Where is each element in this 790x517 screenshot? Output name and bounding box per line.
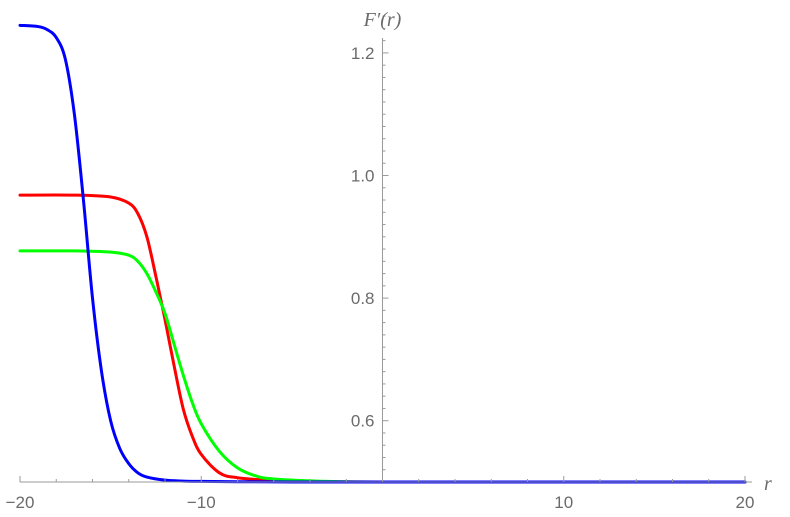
x-tick-label: −20 [6, 493, 35, 512]
y-axis-label: F′(r) [363, 9, 402, 31]
x-tick-label: 20 [736, 493, 755, 512]
y-tick-label: 1.0 [351, 167, 375, 186]
x-axis-label: r [764, 473, 772, 495]
ticks-layer: −20 −10 10 20 0.6 0.8 1.0 1.2 [6, 15, 755, 512]
x-tick-label: −10 [187, 493, 216, 512]
y-tick-label: 0.6 [351, 412, 375, 431]
y-tick-label: 0.8 [351, 289, 375, 308]
x-tick-label: 10 [554, 493, 573, 512]
y-tick-label: 1.2 [351, 44, 375, 63]
